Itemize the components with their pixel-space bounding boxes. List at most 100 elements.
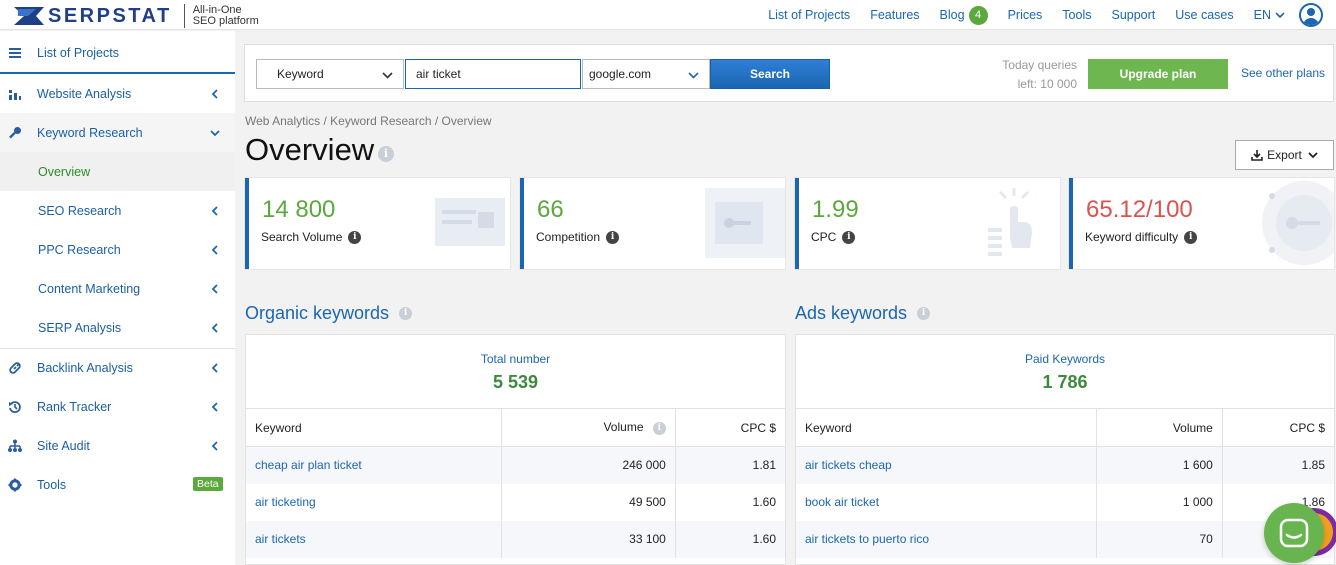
organic-total: Total number 5 539: [246, 335, 785, 408]
keyword-link[interactable]: air ticketing: [255, 495, 316, 509]
sidebar-item-label: Site Audit: [37, 438, 90, 453]
sidebar-item-backlink-analysis[interactable]: Backlink Analysis: [0, 348, 235, 387]
ads-keywords-title: Ads keywords: [795, 303, 908, 323]
chevron-left-icon: [211, 440, 218, 451]
organic-keywords-heading[interactable]: Organic keywords i: [245, 303, 413, 324]
volume-cell: 33 100: [501, 520, 676, 558]
column-header-volume[interactable]: Volume i: [501, 408, 676, 447]
search-panel: Keyword google.com Search Today queries …: [244, 44, 1334, 102]
nav-tools[interactable]: Tools: [1062, 8, 1092, 22]
nav-blog-label: Blog: [939, 8, 965, 22]
metric-value: 65.12/100: [1086, 196, 1193, 223]
sidebar-item-website-analysis[interactable]: Website Analysis: [0, 74, 235, 113]
nav-features[interactable]: Features: [870, 8, 920, 22]
keyword-link[interactable]: air tickets to puerto rico: [805, 532, 930, 546]
nav-prices[interactable]: Prices: [1007, 8, 1043, 22]
volume-cell: 1 600: [1096, 446, 1223, 484]
volume-cell: 49 500: [501, 483, 676, 521]
chevron-down-icon: [1275, 12, 1285, 19]
nav-support[interactable]: Support: [1111, 8, 1156, 22]
nav-use-cases[interactable]: Use cases: [1175, 8, 1234, 22]
see-other-plans-link[interactable]: See other plans: [1241, 66, 1326, 80]
keyword-link[interactable]: book air ticket: [805, 495, 880, 509]
sidebar-item-serp-analysis[interactable]: SERP Analysis: [0, 308, 235, 347]
table-row: book air ticket 1 000 1.86: [796, 483, 1334, 521]
sidebar-item-label: PPC Research: [38, 242, 121, 257]
blog-count-badge: 4: [968, 5, 988, 25]
column-header-keyword[interactable]: Keyword: [796, 408, 1097, 447]
export-button[interactable]: Export: [1235, 140, 1334, 170]
export-label: Export: [1267, 148, 1302, 162]
sidebar-item-site-audit[interactable]: Site Audit: [0, 426, 235, 465]
sidebar-item-overview[interactable]: Overview: [0, 152, 235, 191]
info-icon[interactable]: i: [399, 307, 413, 320]
queries-line1: Today queries: [1002, 58, 1077, 72]
info-icon[interactable]: i: [606, 230, 620, 244]
sidebar-item-content-marketing[interactable]: Content Marketing: [0, 269, 235, 308]
info-icon[interactable]: i: [348, 230, 362, 244]
history-icon: [9, 400, 21, 413]
beta-badge: Beta: [193, 477, 223, 491]
info-icon[interactable]: i: [378, 146, 394, 162]
organic-keywords-table: Keyword Volume i CPC $ cheap air plan ti…: [246, 408, 785, 558]
key-card-illustration-icon: [705, 188, 785, 258]
nav-blog[interactable]: Blog 4: [939, 5, 988, 25]
sidebar-item-tools[interactable]: Tools Beta: [0, 465, 235, 504]
serpstat-logo[interactable]: SERPSTAT All-in-One SEO platform: [14, 4, 259, 28]
search-type-select[interactable]: Keyword: [256, 59, 404, 89]
search-engine-select[interactable]: google.com: [582, 59, 710, 89]
keyword-link[interactable]: cheap air plan ticket: [255, 458, 362, 473]
info-icon[interactable]: i: [652, 421, 666, 435]
metric-card-competition: 66 Competition i: [520, 178, 785, 269]
language-selector[interactable]: EN: [1254, 8, 1285, 22]
sidebar-item-ppc-research[interactable]: PPC Research: [0, 230, 235, 269]
table-row: cheap air plan ticket 246 000 1.81: [246, 446, 785, 484]
link-icon: [9, 361, 21, 374]
column-header-cpc[interactable]: CPC $: [674, 408, 785, 447]
sidebar-item-keyword-research[interactable]: Keyword Research: [0, 113, 235, 152]
column-header-volume[interactable]: Volume: [1096, 408, 1223, 447]
chevron-down-icon: [210, 129, 220, 136]
info-icon[interactable]: i: [917, 307, 931, 320]
ads-total: Paid Keywords 1 786: [796, 335, 1334, 408]
serpstat-logo-icon: [14, 7, 44, 25]
tagline-line1: All-in-One: [192, 4, 242, 16]
column-header-cpc[interactable]: CPC $: [1221, 408, 1334, 447]
ads-total-value[interactable]: 1 786: [1042, 372, 1088, 392]
chevron-left-icon: [211, 244, 218, 255]
cpc-cell: 1.81: [674, 446, 785, 484]
keyword-input[interactable]: [405, 59, 581, 89]
user-avatar-icon[interactable]: [1299, 3, 1323, 27]
sidebar-item-label: Overview: [38, 164, 91, 179]
sidebar-item-list-of-projects[interactable]: List of Projects: [0, 33, 235, 72]
sidebar-item-label: List of Projects: [37, 45, 119, 60]
language-label: EN: [1253, 8, 1271, 22]
info-icon[interactable]: i: [842, 230, 856, 244]
nav-list-of-projects[interactable]: List of Projects: [768, 8, 851, 22]
metric-card-cpc: 1.99 CPC i: [795, 178, 1060, 269]
keyword-link[interactable]: air tickets: [255, 532, 306, 546]
breadcrumb: Web Analytics / Keyword Research / Overv…: [245, 114, 492, 128]
click-hand-illustration-icon: [988, 188, 1032, 256]
metric-label-text: CPC: [811, 230, 837, 244]
top-nav: List of Projects Features Blog 4 Prices T…: [768, 0, 1336, 30]
logo-divider: [183, 4, 185, 28]
chat-widget-button[interactable]: [1264, 503, 1324, 563]
chat-icon: [1279, 518, 1309, 548]
info-icon[interactable]: i: [1184, 230, 1198, 244]
organic-keywords-panel: Total number 5 539 Keyword Volume i CPC …: [245, 334, 786, 565]
search-button[interactable]: Search: [710, 59, 830, 89]
search-type-value: Keyword: [277, 67, 324, 81]
cpc-cell: 1.60: [674, 520, 785, 558]
column-header-volume-label: Volume: [603, 420, 644, 435]
organic-total-value[interactable]: 5 539: [492, 372, 539, 392]
column-header-keyword[interactable]: Keyword: [246, 408, 502, 447]
upgrade-plan-button[interactable]: Upgrade plan: [1088, 59, 1228, 89]
keyword-link[interactable]: air tickets cheap: [805, 458, 892, 473]
sidebar-item-seo-research[interactable]: SEO Research: [0, 191, 235, 230]
cpc-cell: 1.60: [674, 483, 785, 521]
ads-keywords-heading[interactable]: Ads keywords i: [795, 303, 931, 324]
sidebar-item-rank-tracker[interactable]: Rank Tracker: [0, 387, 235, 426]
chevron-down-icon: [1308, 152, 1318, 159]
metric-label: CPC i: [811, 230, 856, 244]
